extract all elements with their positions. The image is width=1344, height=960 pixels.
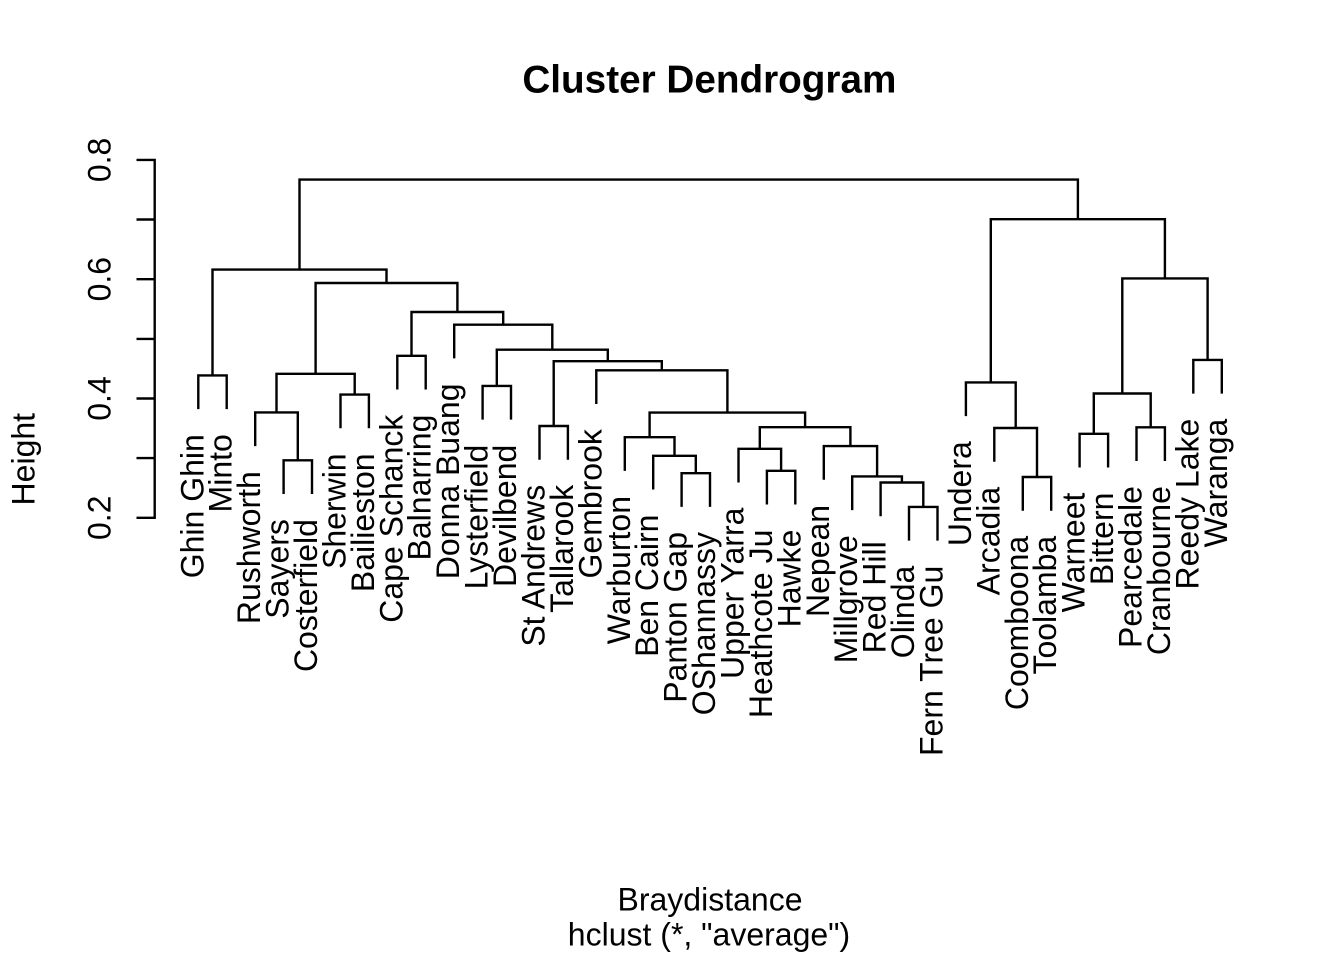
svg-text:Cluster Dendrogram: Cluster Dendrogram xyxy=(522,59,896,102)
svg-text:Panton Gap: Panton Gap xyxy=(658,532,694,703)
svg-text:Lysterfield: Lysterfield xyxy=(459,445,495,590)
svg-text:Hawke: Hawke xyxy=(771,530,807,628)
svg-text:Upper Yarra: Upper Yarra xyxy=(715,507,751,679)
svg-text:Heathcote Ju: Heathcote Ju xyxy=(743,530,779,719)
svg-text:Toolamba: Toolamba xyxy=(1027,536,1063,675)
svg-text:Nepean: Nepean xyxy=(800,505,836,617)
svg-text:Millgrove: Millgrove xyxy=(828,535,864,663)
svg-text:Ben Cairn: Ben Cairn xyxy=(629,515,665,657)
svg-text:hclust (*, "average"): hclust (*, "average") xyxy=(568,916,850,952)
svg-text:Pearcedale: Pearcedale xyxy=(1113,486,1149,648)
svg-text:OShannassy: OShannassy xyxy=(686,532,722,715)
svg-text:Donna Buang: Donna Buang xyxy=(430,384,466,580)
svg-text:Red Hill: Red Hill xyxy=(857,541,893,653)
svg-text:Warneet: Warneet xyxy=(1056,492,1092,612)
svg-text:0.2: 0.2 xyxy=(82,496,118,540)
svg-text:Minto: Minto xyxy=(203,434,239,512)
svg-text:Costerfield: Costerfield xyxy=(288,519,324,672)
svg-text:Balnarring: Balnarring xyxy=(402,415,438,561)
svg-text:0.8: 0.8 xyxy=(82,138,118,182)
svg-text:Rushworth: Rushworth xyxy=(231,471,267,624)
svg-text:Gembrook: Gembrook xyxy=(572,428,608,578)
svg-text:Ghin Ghin: Ghin Ghin xyxy=(174,434,210,578)
svg-text:0.4: 0.4 xyxy=(82,376,118,420)
svg-text:Devilbend: Devilbend xyxy=(487,445,523,587)
svg-text:Bittern: Bittern xyxy=(1084,493,1120,585)
svg-text:Braydistance: Braydistance xyxy=(618,882,803,918)
svg-text:Olinda: Olinda xyxy=(885,565,921,658)
svg-text:St Andrews: St Andrews xyxy=(516,485,552,647)
svg-text:Waranga: Waranga xyxy=(1198,418,1234,547)
svg-text:Sayers: Sayers xyxy=(260,519,296,619)
svg-text:Cranbourne: Cranbourne xyxy=(1141,486,1177,655)
svg-text:Cape Schanck: Cape Schanck xyxy=(373,414,409,623)
svg-text:Sherwin: Sherwin xyxy=(317,453,353,569)
svg-text:Arcadia: Arcadia xyxy=(970,487,1006,596)
svg-text:Fern Tree Gu: Fern Tree Gu xyxy=(914,566,950,756)
svg-text:Undera: Undera xyxy=(942,441,978,546)
svg-text:Tallarook: Tallarook xyxy=(544,484,580,613)
svg-text:Warburton: Warburton xyxy=(601,496,637,644)
svg-text:Coomboona: Coomboona xyxy=(999,536,1035,711)
svg-text:Bailieston: Bailieston xyxy=(345,453,381,592)
svg-text:Height: Height xyxy=(6,413,42,506)
svg-text:0.6: 0.6 xyxy=(82,257,118,301)
svg-text:Reedy Lake: Reedy Lake xyxy=(1169,419,1205,590)
